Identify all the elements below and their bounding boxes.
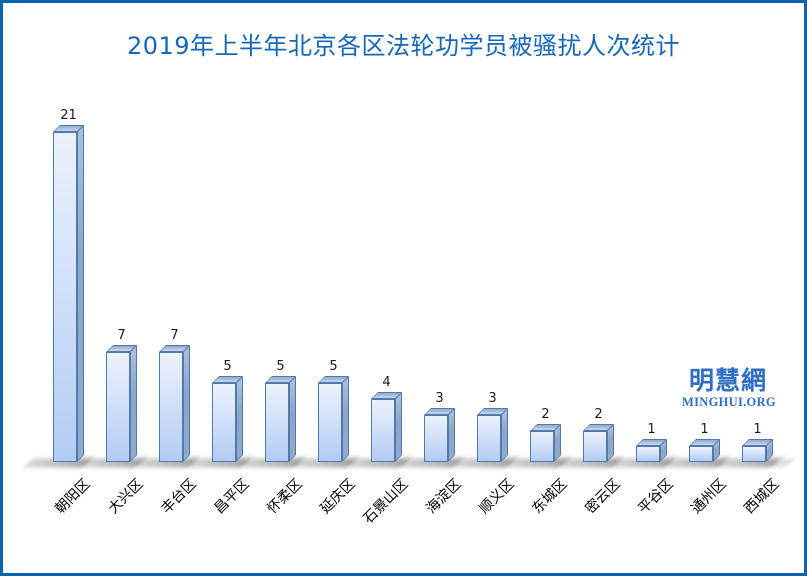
bar: 5 [265, 359, 296, 462]
x-axis-label: 海淀区 [423, 476, 464, 518]
bar-value-label: 5 [276, 359, 285, 374]
bar-front-face [212, 383, 236, 462]
x-axis-label: 顺义区 [476, 476, 517, 518]
bar-column: 1 通州区 [657, 120, 731, 517]
bar-front-face [159, 352, 183, 462]
bar-value-label: 1 [753, 422, 762, 437]
x-axis-label: 石景山区 [360, 476, 411, 528]
x-axis-label: 怀柔区 [264, 476, 305, 518]
bar-column: 7 丰台区 [127, 120, 201, 517]
bar-front-face [371, 399, 395, 462]
bar-value-label: 3 [435, 391, 444, 406]
bar-side-face [342, 376, 349, 462]
bar-value-label: 7 [117, 328, 126, 343]
bar-front-face [689, 446, 713, 462]
bar-side-face [77, 125, 84, 462]
bar-value-label: 7 [170, 328, 179, 343]
bar-side-face [501, 408, 508, 462]
bar-side-face [395, 392, 402, 462]
bar-value-label: 4 [382, 375, 391, 390]
bar-chart: 21 朝阳区 7 大兴区 7 丰台区 5 昌平区 5 怀柔区 5 延庆区 4 石景山区 3 海淀区 3 顺义区 2 东… [21, 108, 794, 527]
bar-front-face [530, 431, 554, 462]
bar-front-face [583, 431, 607, 462]
bar-side-face [289, 376, 296, 462]
bar: 5 [318, 359, 349, 462]
bar-value-label: 3 [488, 391, 497, 406]
bar: 4 [371, 375, 402, 462]
bar-column: 1 西城区 [710, 120, 784, 517]
bar-side-face [130, 345, 137, 462]
x-axis-label: 平谷区 [635, 476, 676, 518]
bar-front-face [477, 415, 501, 462]
minghui-logo-url: MINGHUI.ORG [682, 395, 776, 410]
x-axis-label: 昌平区 [211, 476, 252, 518]
bar-column: 5 延庆区 [286, 120, 360, 517]
bar-front-face [742, 446, 766, 462]
bar-column: 2 密云区 [551, 120, 625, 517]
bar-front-face [265, 383, 289, 462]
bar-value-label: 2 [594, 407, 603, 422]
bar-column: 5 怀柔区 [233, 120, 307, 517]
chart-title: 2019年上半年北京各区法轮功学员被骚扰人次统计 [126, 32, 681, 60]
bar-column: 5 昌平区 [180, 120, 254, 517]
bar: 2 [583, 407, 614, 462]
bar-column: 1 平谷区 [604, 120, 678, 517]
bar-value-label: 1 [647, 422, 656, 437]
bar: 5 [212, 359, 243, 462]
bar-front-face [53, 132, 77, 462]
bar-column: 21 朝阳区 [21, 108, 95, 517]
bar-value-label: 5 [223, 359, 232, 374]
x-axis-label: 延庆区 [317, 476, 358, 518]
minghui-logo-chinese: 明慧網 [688, 366, 767, 395]
bar-column: 4 石景山区 [339, 120, 413, 527]
bar-value-label: 5 [329, 359, 338, 374]
x-axis-label: 大兴区 [105, 476, 146, 518]
bar-side-face [183, 345, 190, 462]
bar-front-face [106, 352, 130, 462]
x-axis-label: 丰台区 [158, 476, 199, 518]
bar: 3 [424, 391, 455, 462]
bar-column: 3 顺义区 [445, 120, 519, 517]
bar-value-label: 1 [700, 422, 709, 437]
bar-front-face [636, 446, 660, 462]
x-axis-label: 朝阳区 [52, 476, 93, 518]
bar-column: 7 大兴区 [74, 120, 148, 517]
bar-column: 3 海淀区 [392, 120, 466, 517]
minghui-watermark: 明慧網 MINGHUI.ORG [682, 366, 776, 410]
bar: 3 [477, 391, 508, 462]
bar-value-label: 21 [60, 108, 77, 123]
bar-side-face [448, 408, 455, 462]
bar: 1 [689, 422, 720, 462]
x-axis-label: 密云区 [582, 476, 623, 518]
bar-column: 2 东城区 [498, 120, 572, 517]
x-axis-label: 通州区 [688, 476, 729, 518]
bar-front-face [424, 415, 448, 462]
bar-side-face [236, 376, 243, 462]
bar: 7 [159, 328, 190, 462]
x-axis-label: 东城区 [529, 476, 570, 518]
bar: 7 [106, 328, 137, 462]
bar: 2 [530, 407, 561, 462]
x-axis-label: 西城区 [741, 476, 782, 518]
bar-value-label: 2 [541, 407, 550, 422]
bar: 1 [636, 422, 667, 462]
bar: 21 [53, 108, 84, 462]
bar-front-face [318, 383, 342, 462]
bar: 1 [742, 422, 773, 462]
